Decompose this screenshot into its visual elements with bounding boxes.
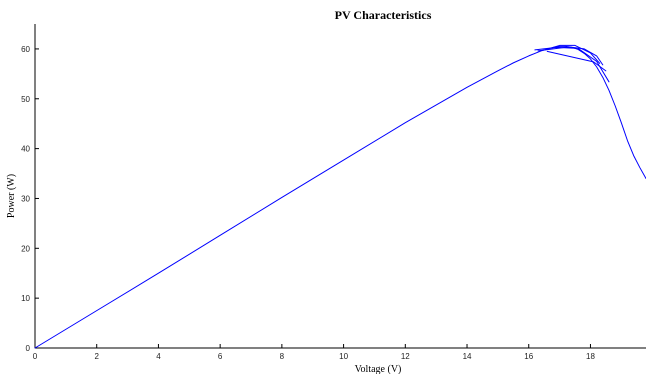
x-ticks: 0 2 4 6 8 10 12 14 16 18 — [33, 344, 595, 361]
y-tick-label: 0 — [26, 344, 31, 353]
x-tick-label: 2 — [94, 352, 99, 361]
power-curve-1 — [34, 45, 646, 349]
power-curve-4 — [546, 50, 607, 72]
y-ticks: 0 10 20 30 40 50 60 — [21, 45, 39, 353]
power-curve-3 — [543, 44, 601, 64]
chart-title: PV Characteristics — [335, 8, 432, 22]
x-tick-label: 12 — [401, 352, 410, 361]
series-group — [34, 44, 646, 349]
y-tick-label: 40 — [21, 145, 30, 154]
y-axis-label: Power (W) — [6, 174, 17, 218]
x-tick-label: 10 — [339, 352, 348, 361]
x-tick-label: 0 — [33, 352, 38, 361]
y-tick-label: 30 — [21, 194, 30, 203]
x-tick-label: 18 — [586, 352, 595, 361]
y-tick-label: 60 — [21, 45, 30, 54]
x-tick-label: 14 — [463, 352, 472, 361]
x-axis-label: Voltage (V) — [355, 364, 402, 374]
power-curve-5 — [534, 46, 610, 83]
x-tick-label: 4 — [156, 352, 161, 361]
x-tick-label: 8 — [280, 352, 285, 361]
x-tick-label: 6 — [218, 352, 223, 361]
y-tick-label: 10 — [21, 294, 30, 303]
y-tick-label: 50 — [21, 95, 30, 104]
axes — [34, 24, 646, 349]
x-tick-label: 16 — [524, 352, 533, 361]
y-tick-label: 20 — [21, 244, 30, 253]
